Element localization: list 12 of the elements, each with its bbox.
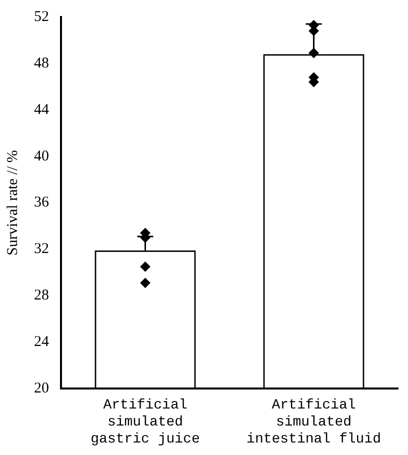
y-tick-label: 32	[34, 241, 49, 258]
y-tick-label: 40	[34, 148, 49, 164]
x-tick-label: Artificial simulated gastric juice	[90, 398, 200, 448]
y-tick-label: 36	[34, 194, 50, 211]
y-axis-title: Survival rate // %	[4, 150, 21, 256]
y-tick-label: 52	[34, 8, 49, 25]
y-tick-label: 20	[34, 380, 49, 397]
x-tick-label: Artificial simulated intestinal fluid	[246, 398, 381, 448]
y-tick-label: 24	[34, 334, 50, 350]
y-tick-label: 44	[34, 102, 50, 118]
y-tick-label: 28	[34, 288, 49, 304]
y-tick-label: 48	[34, 55, 49, 72]
